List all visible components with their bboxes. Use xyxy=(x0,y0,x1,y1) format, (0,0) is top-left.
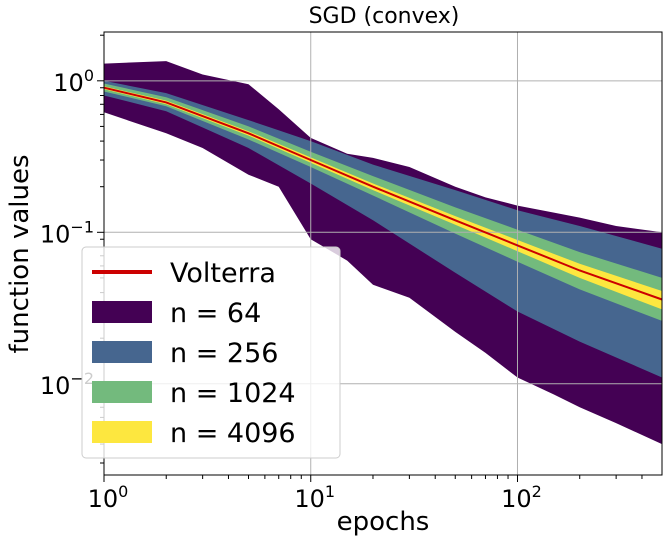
legend-swatch-n-1024 xyxy=(92,381,152,403)
x-tick-label: 101 xyxy=(294,482,335,513)
chart-title: SGD (convex) xyxy=(309,4,460,29)
band-n-64 xyxy=(104,61,662,445)
bands-layer xyxy=(104,61,662,445)
y-tick-label: 10−1 xyxy=(40,217,94,248)
line-layer xyxy=(103,86,663,301)
y-axis-label: function values xyxy=(5,154,35,353)
band-n-4096 xyxy=(104,86,662,310)
legend-label-n-256: n = 256 xyxy=(170,338,278,369)
x-tick-label: 102 xyxy=(501,482,542,513)
legend: Volterra n = 64 n = 256 n = 1024 n = 4096 xyxy=(81,246,341,459)
series-line-volterra xyxy=(103,86,663,301)
band-n-1024 xyxy=(104,83,662,321)
legend-box xyxy=(81,246,341,459)
legend-label-n-64: n = 64 xyxy=(170,298,261,329)
legend-label-volterra: Volterra xyxy=(170,258,276,289)
legend-label-n-1024: n = 1024 xyxy=(170,378,296,409)
legend-swatch-n-4096 xyxy=(92,421,152,443)
legend-swatch-n-64 xyxy=(92,301,152,323)
x-axis-label: epochs xyxy=(337,507,430,537)
legend-label-n-4096: n = 4096 xyxy=(170,418,296,449)
legend-swatch-n-256 xyxy=(92,341,152,363)
band-n-256 xyxy=(104,80,662,378)
y-tick-label: 100 xyxy=(53,66,94,97)
x-tick-label: 100 xyxy=(88,482,129,513)
